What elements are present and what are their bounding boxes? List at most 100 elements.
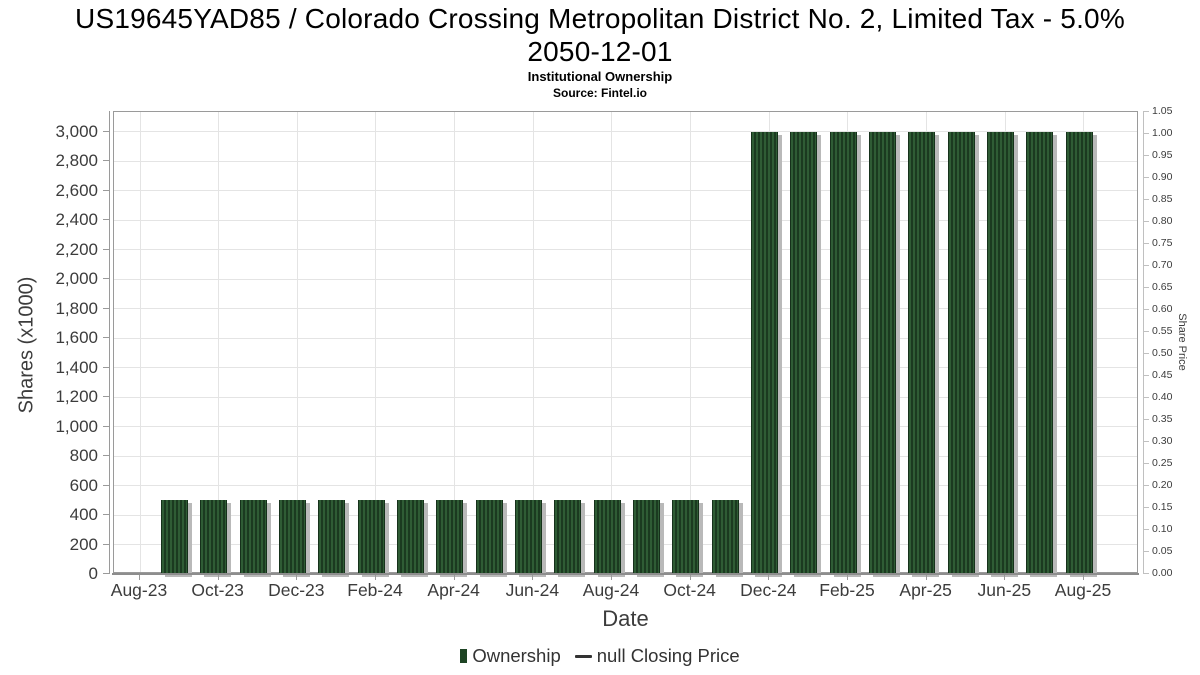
chart-subtitle: Institutional Ownership	[527, 69, 673, 84]
y-tick-mark	[103, 425, 109, 427]
y-tick-label: 600	[69, 475, 98, 495]
ownership-bar[interactable]	[357, 500, 385, 574]
y-tick-label: 1,800	[55, 298, 98, 318]
y2-tick-mark	[1143, 133, 1149, 134]
ownership-bar[interactable]	[514, 500, 542, 574]
y2-tick-mark	[1143, 507, 1149, 508]
y-tick-label: 3,000	[55, 121, 98, 141]
ownership-bar[interactable]	[239, 500, 267, 574]
h-gridline	[114, 367, 1137, 369]
ownership-bar[interactable]	[200, 500, 228, 574]
x-tick-mark	[689, 575, 691, 580]
ownership-bar[interactable]	[160, 500, 188, 574]
y2-tick-label: 0.50	[1152, 347, 1173, 359]
h-gridline	[114, 249, 1137, 251]
x-tick-mark	[925, 575, 927, 580]
y2-tick-label: 0.15	[1152, 501, 1173, 513]
ownership-bar[interactable]	[986, 131, 1014, 574]
legend-item-null-closing-price[interactable]: null Closing Price	[574, 645, 740, 667]
x-tick-mark	[610, 575, 612, 580]
legend-item-ownership[interactable]: Ownership	[460, 645, 561, 667]
y2-tick-label: 0.60	[1152, 303, 1173, 315]
y2-tick-label: 0.65	[1152, 281, 1173, 293]
y2-tick-mark	[1143, 199, 1149, 200]
y-tick-label: 200	[69, 534, 98, 554]
ownership-bar[interactable]	[593, 500, 621, 574]
y2-tick-mark	[1143, 375, 1149, 376]
legend-label: Ownership	[472, 645, 561, 666]
ownership-bar[interactable]	[396, 500, 424, 574]
ownership-bar[interactable]	[829, 131, 857, 574]
ownership-bar[interactable]	[868, 131, 896, 574]
chart-title-line1: US19645YAD85 / Colorado Crossing Metropo…	[75, 3, 1125, 34]
y-tick-label: 2,200	[55, 239, 98, 259]
h-gridline	[114, 455, 1137, 457]
y2-tick-mark	[1143, 177, 1149, 178]
y-tick-label: 0	[88, 564, 98, 583]
y2-tick-mark	[1143, 331, 1149, 332]
x-tick-label: Feb-24	[347, 580, 403, 600]
ownership-bar[interactable]	[554, 500, 582, 574]
ownership-bar[interactable]	[318, 500, 346, 574]
x-tick-mark	[453, 575, 455, 580]
x-tick-label: Aug-23	[110, 580, 168, 600]
y-tick-mark	[103, 484, 109, 486]
h-gridline	[114, 131, 1137, 133]
y2-tick-mark	[1143, 221, 1149, 222]
x-tick-mark	[1004, 575, 1006, 580]
x-tick-label: Jun-25	[977, 580, 1032, 600]
y2-tick-mark	[1143, 463, 1149, 464]
ownership-bar[interactable]	[790, 131, 818, 574]
x-tick-mark	[532, 575, 534, 580]
y2-tick-mark	[1143, 529, 1149, 530]
y-tick-mark	[103, 160, 109, 162]
y-tick-mark	[103, 278, 109, 280]
y-tick-label: 400	[69, 505, 98, 525]
y2-tick-mark	[1143, 419, 1149, 420]
ownership-bar[interactable]	[947, 131, 975, 574]
y2-tick-label: 0.45	[1152, 369, 1173, 381]
ownership-bar[interactable]	[908, 131, 936, 574]
y-tick-mark	[103, 130, 109, 132]
x-tick-label: Dec-24	[740, 580, 797, 600]
y2-tick-mark	[1143, 287, 1149, 288]
x-tick-label: Aug-24	[582, 580, 640, 600]
y2-tick-label: 0.25	[1152, 457, 1173, 469]
v-gridline	[218, 112, 220, 572]
legend-label: null Closing Price	[596, 645, 740, 666]
y2-tick-label: 0.30	[1152, 435, 1173, 447]
ownership-bar[interactable]	[672, 500, 700, 574]
line-marker-icon	[574, 654, 592, 658]
ownership-bar[interactable]	[1065, 131, 1093, 574]
legend: Ownership null Closing Price	[0, 645, 1200, 667]
y-tick-mark	[103, 455, 109, 457]
y-tick-mark	[103, 543, 109, 545]
x-tick-mark	[139, 575, 140, 580]
y-tick-label: 2,800	[55, 151, 98, 171]
y2-tick-label: 0.80	[1152, 215, 1173, 227]
h-gridline	[114, 278, 1137, 280]
ownership-bar[interactable]	[436, 500, 464, 574]
ownership-bar[interactable]	[475, 500, 503, 574]
x-tick-label: Feb-25	[819, 580, 875, 600]
ownership-bar[interactable]	[632, 500, 660, 574]
y2-tick-mark	[1143, 265, 1149, 266]
ownership-bar[interactable]	[750, 131, 778, 574]
y-tick-mark	[103, 366, 109, 368]
h-gridline	[114, 160, 1137, 162]
ownership-bar[interactable]	[711, 500, 739, 574]
y2-tick-label: 1.00	[1152, 127, 1173, 139]
h-gridline	[114, 190, 1137, 192]
x-tick-mark	[296, 575, 298, 580]
ownership-bar[interactable]	[278, 500, 306, 574]
y-tick-label: 800	[69, 446, 98, 466]
y2-tick-mark	[1143, 111, 1149, 112]
y2-tick-mark	[1143, 551, 1149, 552]
h-gridline	[114, 308, 1137, 310]
y2-tick-mark	[1143, 243, 1149, 244]
chart-title: US19645YAD85 / Colorado Crossing Metropo…	[0, 2, 1200, 68]
ownership-bar[interactable]	[1026, 131, 1054, 574]
h-gridline	[114, 426, 1137, 428]
h-gridline	[114, 337, 1137, 339]
h-gridline	[114, 485, 1137, 487]
